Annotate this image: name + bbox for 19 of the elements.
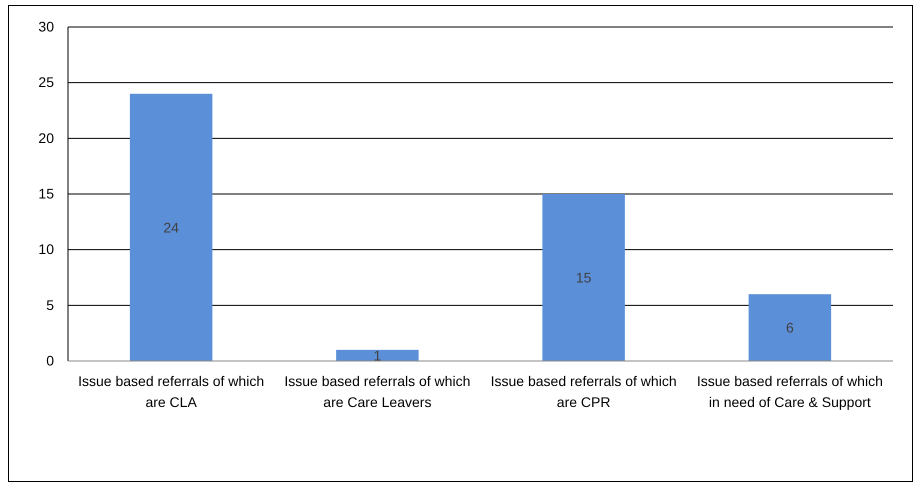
- bar: [130, 94, 212, 361]
- data-label: 15: [576, 270, 592, 286]
- x-tick-label: Issue based referrals of which are Care Leavers: [284, 373, 470, 410]
- x-tick-label: Issue based referrals of which are CPR: [490, 373, 677, 410]
- y-tick-label: 10: [38, 241, 54, 258]
- y-tick-label: 20: [38, 130, 54, 146]
- data-label: 24: [163, 219, 180, 236]
- y-tick-label: 0: [46, 352, 54, 368]
- y-tick-label: 25: [38, 74, 54, 90]
- data-label: 6: [786, 320, 794, 336]
- x-tick-label: Issue based referrals of which in need of Care & Support: [696, 373, 883, 410]
- y-tick-label: 30: [38, 18, 54, 34]
- bar: [748, 294, 832, 361]
- x-tick-label: Issue based referrals of which are CLA: [78, 373, 264, 410]
- y-tick-label: 15: [38, 185, 54, 202]
- data-label: 1: [373, 347, 382, 364]
- bar: [542, 194, 625, 361]
- y-tick-label: 5: [46, 296, 54, 313]
- bar: [336, 350, 419, 361]
